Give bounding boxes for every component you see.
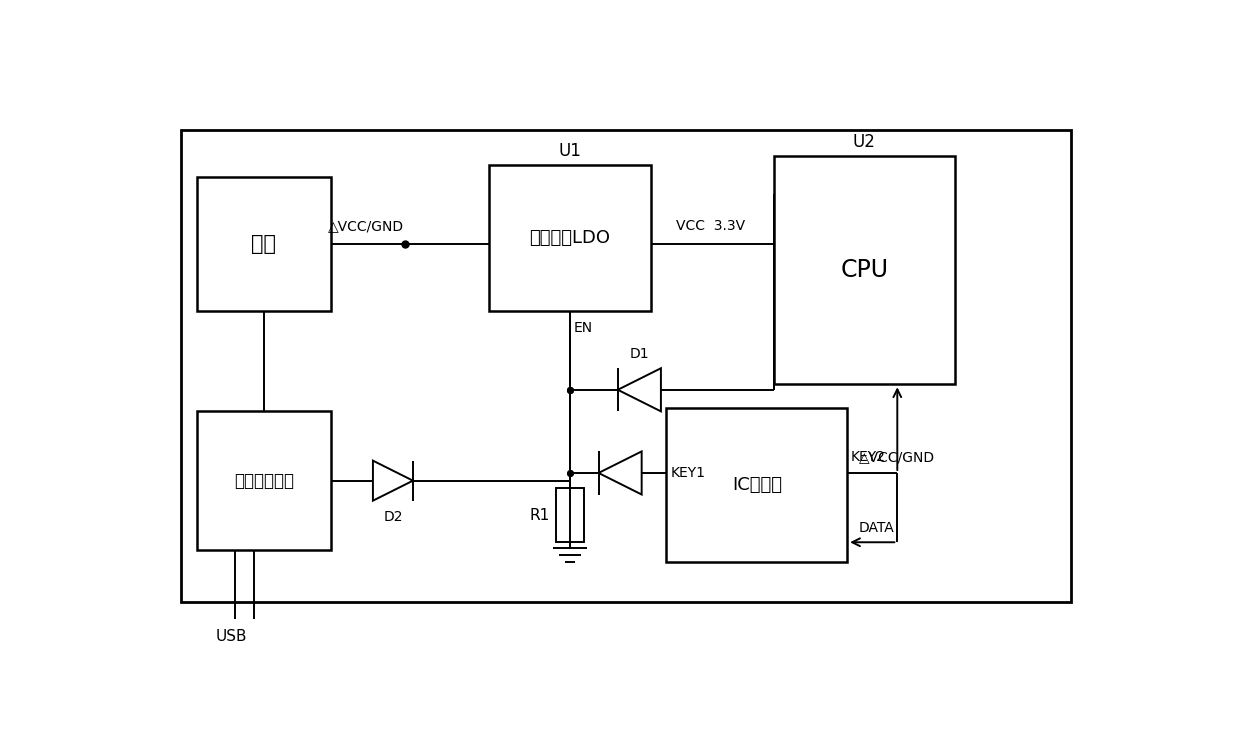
Bar	[197, 411, 331, 550]
Text: 电源充电模块: 电源充电模块	[234, 471, 294, 490]
Text: R1: R1	[529, 508, 551, 523]
Text: 电源: 电源	[252, 234, 277, 254]
Bar	[181, 130, 1070, 603]
Text: U2: U2	[853, 133, 875, 151]
Text: △VCC/GND: △VCC/GND	[859, 450, 935, 464]
Text: △VCC/GND: △VCC/GND	[327, 218, 404, 232]
Text: D1: D1	[630, 347, 650, 361]
Text: KEY1: KEY1	[670, 466, 706, 480]
Text: KEY2: KEY2	[851, 450, 885, 464]
Text: U1: U1	[558, 142, 582, 160]
Text: EN: EN	[574, 320, 593, 334]
Bar	[197, 177, 331, 312]
Bar	[774, 155, 955, 384]
Text: DATA: DATA	[858, 520, 894, 534]
Text: VCC  3.3V: VCC 3.3V	[676, 218, 745, 232]
Text: USB: USB	[216, 629, 247, 644]
Bar	[490, 165, 651, 312]
Text: IC卡卡座: IC卡卡座	[732, 476, 781, 493]
Text: 稳压芯片LDO: 稳压芯片LDO	[529, 229, 610, 247]
Bar	[557, 488, 584, 542]
Text: D2: D2	[383, 510, 403, 524]
Bar	[666, 408, 847, 561]
Text: CPU: CPU	[841, 258, 889, 282]
